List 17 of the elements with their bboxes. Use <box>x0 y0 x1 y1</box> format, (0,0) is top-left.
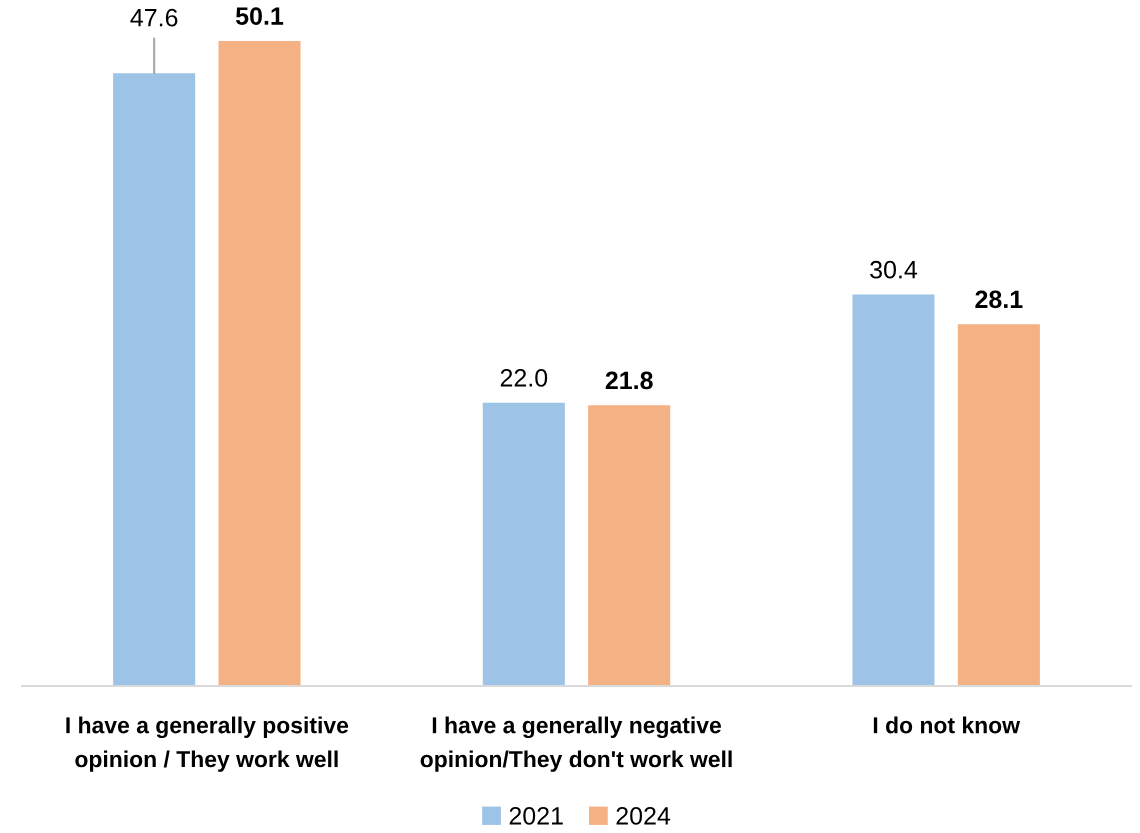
bar <box>218 40 301 686</box>
data-label: 22.0 <box>500 368 548 387</box>
data-label: 50.1 <box>235 7 284 25</box>
bar <box>957 324 1040 686</box>
bar <box>113 73 196 686</box>
bar <box>588 405 671 686</box>
legend-label: 2021 <box>509 807 563 825</box>
data-label: 21.8 <box>605 371 653 390</box>
data-label: 30.4 <box>870 260 918 279</box>
legend-label: 2024 <box>616 807 671 825</box>
x-tick-label: I have a generally positive opinion / They work well <box>66 716 349 772</box>
x-tick-label: I have a generally negative opinion/They don't work well <box>420 716 732 772</box>
bar <box>482 402 565 686</box>
data-label: 28.1 <box>975 290 1023 309</box>
bar <box>852 294 935 686</box>
data-label: 47.6 <box>130 8 178 27</box>
x-tick-label: I do not know <box>873 716 1021 734</box>
